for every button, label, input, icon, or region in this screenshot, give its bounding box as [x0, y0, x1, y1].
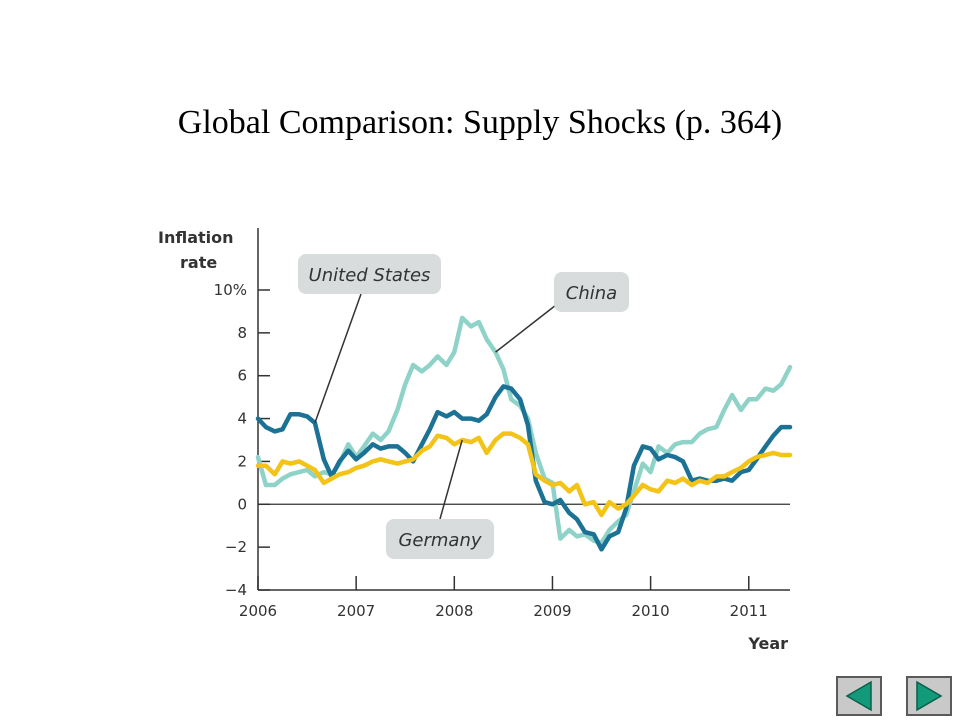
x-tick-label: 2007 — [337, 602, 375, 620]
y-tick-label: −2 — [225, 538, 247, 556]
y-tick-label: 0 — [237, 495, 247, 513]
callout-box-china — [554, 272, 629, 312]
series-line-united-states — [255, 384, 793, 552]
y-tick-label: 10% — [214, 281, 247, 299]
triangle-right-icon — [916, 680, 943, 712]
y-tick-label: −4 — [225, 581, 247, 599]
y-tick-label: 2 — [237, 452, 247, 470]
x-tick-label: 2008 — [435, 602, 473, 620]
callout-label-germany: Germany — [398, 530, 481, 551]
callout-leader-china — [495, 304, 557, 353]
series-line-china — [255, 315, 793, 546]
x-axis-title: Year — [747, 634, 788, 653]
y-tick-label: 4 — [237, 410, 247, 428]
callout-box-germany — [386, 519, 494, 559]
x-tick-label: 2011 — [730, 602, 768, 620]
x-tick-label: 2009 — [533, 602, 571, 620]
triangle-left-icon — [845, 680, 872, 712]
x-tick-label: 2010 — [632, 602, 670, 620]
series-line-germany — [255, 431, 793, 518]
chart-callouts: United States China Germany — [298, 254, 629, 559]
callout-label-china: China — [566, 283, 617, 304]
y-axis-title-line1: Inflation — [158, 228, 234, 247]
callout-leader-united-states — [314, 293, 362, 424]
y-tick-label: 8 — [237, 324, 247, 342]
previous-slide-button[interactable] — [836, 676, 882, 716]
chart-series — [255, 315, 793, 552]
y-axis-title-line2: rate — [180, 253, 217, 272]
y-tick-label: 6 — [237, 367, 247, 385]
callout-box-united-states — [298, 254, 441, 294]
x-tick-label: 2006 — [239, 602, 277, 620]
slide-title: Global Comparison: Supply Shocks (p. 364… — [177, 104, 783, 141]
callout-leader-germany — [439, 439, 463, 520]
chart-axes: −4 −2 0 2 4 6 8 10% 2006 2007 2008 2009 2010 2011 — [214, 228, 790, 620]
next-slide-button[interactable] — [906, 676, 952, 716]
callout-label-united-states: United States — [309, 265, 431, 286]
